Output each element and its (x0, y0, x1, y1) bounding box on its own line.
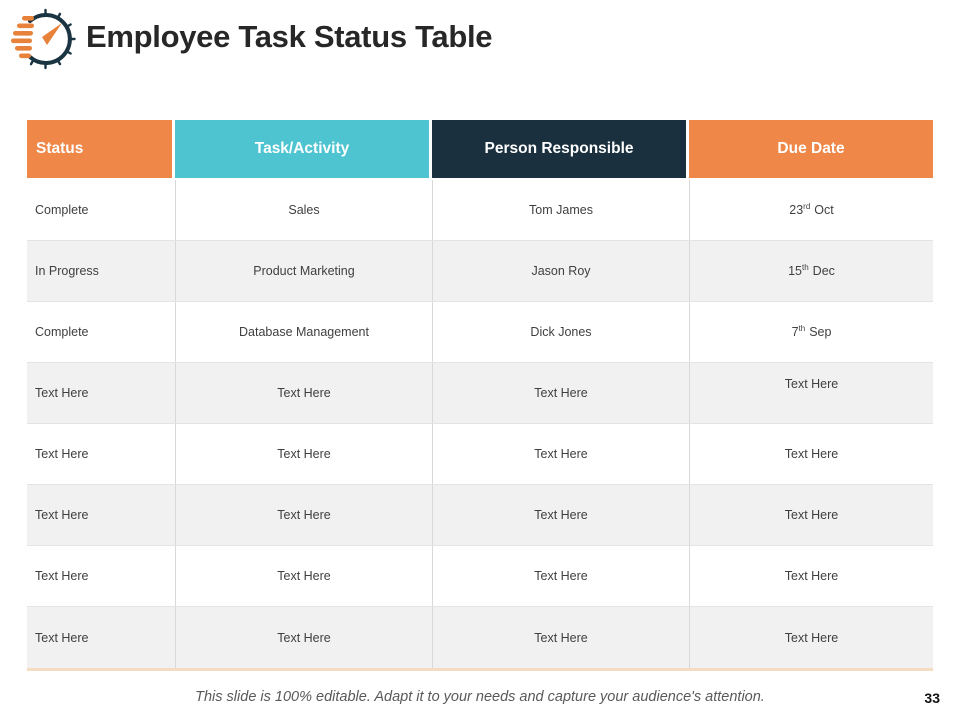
table-cell-person: Text Here (432, 485, 689, 545)
table-cell-status: Text Here (35, 447, 89, 461)
table-cell-due: Text Here (689, 607, 933, 668)
table-cell-task: Text Here (175, 485, 432, 545)
table-row: Complete Sales Tom James 23rd Oct (27, 180, 933, 241)
header-cell-status: Status (27, 120, 175, 178)
table-cell-status: Text Here (35, 569, 89, 583)
table-cell-person: Tom James (432, 180, 689, 240)
table-cell-status: Text Here (35, 508, 89, 522)
table-row: Text Here Text Here Text Here Text Here (27, 607, 933, 668)
table-row: Text Here Text Here Text Here Text Here (27, 485, 933, 546)
table-cell-task: Product Marketing (175, 241, 432, 301)
footer-note: This slide is 100% editable. Adapt it to… (195, 689, 765, 705)
table-cell-status: Text Here (35, 630, 89, 645)
table-cell-due: 23rd Oct (689, 180, 933, 240)
table-cell-due: Text Here (689, 546, 933, 606)
table-row: In Progress Product Marketing Jason Roy … (27, 241, 933, 302)
table-cell-due: Text Here (689, 363, 933, 423)
table-row: Text Here Text Here Text Here Text Here (27, 363, 933, 424)
table-row: Text Here Text Here Text Here Text Here (27, 546, 933, 607)
status-table: Status Task/Activity Person Responsible … (27, 120, 933, 671)
table-cell-status: Complete (35, 203, 89, 217)
table-cell-person: Text Here (432, 424, 689, 484)
table-cell-task: Sales (175, 180, 432, 240)
table-row: Text Here Text Here Text Here Text Here (27, 424, 933, 485)
table-cell-task: Text Here (175, 424, 432, 484)
page-number: 33 (924, 690, 940, 706)
table-cell-task: Database Management (175, 302, 432, 362)
table-cell-person: Jason Roy (432, 241, 689, 301)
table-cell-due: 15th Dec (689, 241, 933, 301)
table-cell-person: Text Here (432, 363, 689, 423)
table-cell-due: Text Here (689, 424, 933, 484)
table-cell-person: Text Here (432, 607, 689, 668)
table-cell-task: Text Here (175, 607, 432, 668)
table-header-row: Status Task/Activity Person Responsible … (27, 120, 933, 178)
table-cell-person: Dick Jones (432, 302, 689, 362)
table-cell-status: Text Here (35, 386, 89, 400)
page-title: Employee Task Status Table (86, 19, 493, 54)
table-cell-status: Complete (35, 325, 89, 339)
table-cell-person: Text Here (432, 546, 689, 606)
table-cell-status: In Progress (35, 264, 99, 278)
table-cell-due: Text Here (689, 485, 933, 545)
table-cell-task: Text Here (175, 546, 432, 606)
stopwatch-icon (11, 8, 76, 70)
table-row: Complete Database Management Dick Jones … (27, 302, 933, 363)
header-cell-task: Task/Activity (175, 120, 432, 178)
header-cell-due: Due Date (689, 120, 933, 178)
table-cell-due: 7th Sep (689, 302, 933, 362)
header-cell-person: Person Responsible (432, 120, 689, 178)
table-cell-task: Text Here (175, 363, 432, 423)
